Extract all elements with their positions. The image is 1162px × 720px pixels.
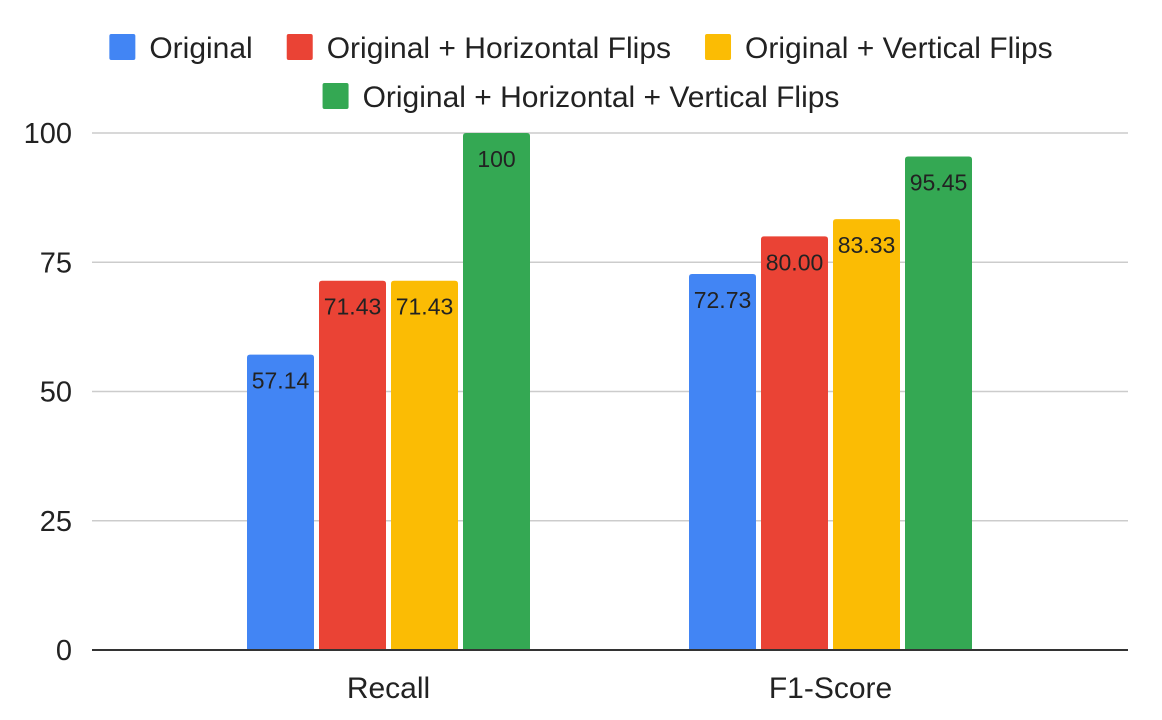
x-axis-categories: Recall F1-Score xyxy=(347,672,892,705)
data-label: 57.14 xyxy=(252,368,310,394)
data-label: 83.33 xyxy=(838,232,896,258)
data-labels: 57.14 71.43 71.43 100 72.73 80.00 83.33 95.45 xyxy=(252,146,968,394)
y-tick-label: 75 xyxy=(40,247,72,279)
bar xyxy=(319,280,386,650)
y-tick-label: 100 xyxy=(24,118,72,150)
data-label: 71.43 xyxy=(324,294,382,320)
legend-swatch xyxy=(286,34,313,60)
data-label: 100 xyxy=(477,146,515,172)
data-label: 72.73 xyxy=(694,287,752,313)
legend: Original Original + Horizontal Flips Origi… xyxy=(109,32,1053,114)
bar xyxy=(905,156,972,650)
bar xyxy=(761,236,828,650)
data-label: 71.43 xyxy=(396,294,454,320)
legend-swatch xyxy=(322,83,349,109)
x-category-label: Recall xyxy=(347,672,430,705)
y-axis-ticks: 0 25 50 75 100 xyxy=(24,118,72,667)
legend-label: Original + Horizontal + Vertical Flips xyxy=(363,81,840,114)
data-label: 80.00 xyxy=(766,249,824,275)
x-category-label: F1-Score xyxy=(769,672,892,705)
y-tick-label: 50 xyxy=(40,377,72,409)
bars xyxy=(247,133,972,650)
legend-label: Original + Vertical Flips xyxy=(745,32,1053,65)
legend-swatch xyxy=(705,34,732,60)
bar xyxy=(463,133,530,650)
bar xyxy=(689,273,756,650)
legend-label: Original + Horizontal Flips xyxy=(327,32,671,65)
legend-swatch xyxy=(109,34,136,60)
y-tick-label: 25 xyxy=(40,506,72,538)
y-tick-label: 0 xyxy=(56,635,72,667)
bar xyxy=(833,219,900,650)
bar xyxy=(391,280,458,650)
bar xyxy=(247,354,314,650)
legend-label: Original xyxy=(149,32,252,65)
data-label: 95.45 xyxy=(910,170,968,196)
